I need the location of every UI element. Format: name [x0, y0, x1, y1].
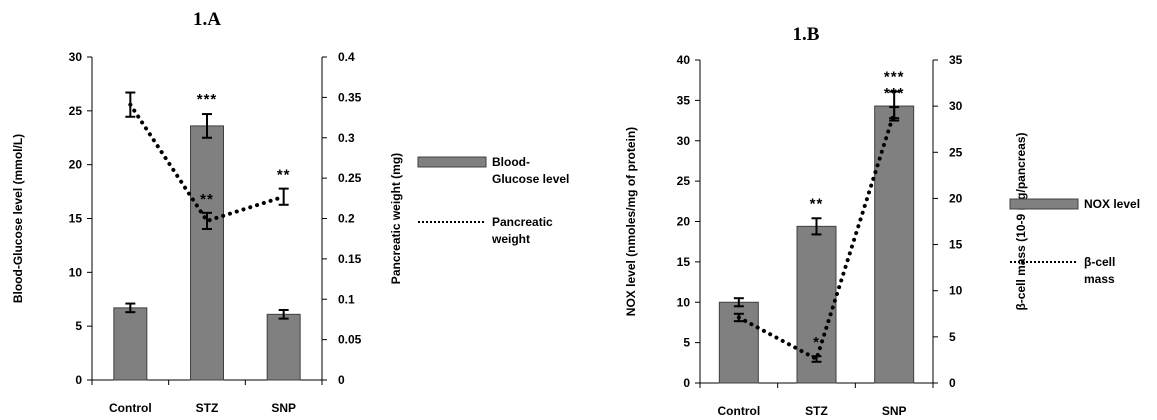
- left-tick-label: 10: [677, 295, 691, 309]
- left-axis-label: NOX level (nmoles/mg of protein): [624, 127, 638, 316]
- right-tick-label: 0.2: [338, 212, 355, 226]
- legend-bar-swatch: [1009, 198, 1079, 210]
- right-tick-label: 5: [949, 330, 956, 344]
- right-tick-label: 0.25: [338, 171, 362, 185]
- left-tick-label: 20: [69, 158, 83, 172]
- right-tick-label: 25: [949, 145, 963, 159]
- bar-significance-label: **: [810, 195, 824, 212]
- legend-label-line: Pancreatic: [492, 215, 553, 229]
- line-significance-label: *: [813, 334, 820, 351]
- legend-label-line: weight: [491, 232, 530, 246]
- left-tick-label: 25: [677, 174, 691, 188]
- left-tick-label: 5: [683, 336, 690, 350]
- line-significance-label: **: [277, 167, 291, 184]
- bar: [113, 307, 148, 381]
- left-tick-label: 0: [75, 373, 82, 387]
- bar-significance-label: ***: [197, 91, 218, 108]
- chart-title: 1.B: [793, 24, 820, 45]
- right-tick-label: 15: [949, 238, 963, 252]
- legend-label-line: Glucose level: [492, 172, 569, 186]
- line-significance-label: **: [200, 191, 214, 208]
- right-axis-label: Pancreatic weight (mg): [389, 153, 403, 284]
- legend-label-line: β-cell: [1084, 255, 1115, 269]
- left-tick-label: 5: [75, 319, 82, 333]
- left-tick-label: 15: [677, 255, 691, 269]
- left-tick-label: 30: [677, 134, 691, 148]
- bar: [874, 105, 915, 384]
- left-tick-label: 35: [677, 93, 691, 107]
- panel-1b: 1.B 0 5 10 15 20 25 30 35 40 0 5 10 15 20 25 30 35 Control…: [624, 24, 1140, 418]
- category-label: SNP: [271, 401, 296, 415]
- right-tick-label: 35: [949, 53, 963, 67]
- right-tick-label: 0.4: [338, 50, 355, 64]
- legend-bar-swatch: [417, 156, 487, 168]
- left-tick-label: 10: [69, 265, 83, 279]
- category-label: SNP: [882, 404, 907, 418]
- bar: [190, 125, 224, 381]
- left-tick-label: 15: [69, 212, 83, 226]
- left-tick-label: 25: [69, 104, 83, 118]
- left-tick-label: 20: [677, 215, 691, 229]
- right-tick-label: 0.05: [338, 333, 362, 347]
- category-label: Control: [109, 401, 152, 415]
- chart-title: 1.A: [193, 9, 221, 30]
- legend-label-line: mass: [1084, 272, 1115, 286]
- left-tick-label: 40: [677, 53, 691, 67]
- line-series: [128, 102, 286, 224]
- line-significance-label: ***: [884, 85, 905, 102]
- right-tick-label: 0: [338, 373, 345, 387]
- right-tick-label: 30: [949, 99, 963, 113]
- legend-label: Blood- Glucose level: [492, 155, 569, 186]
- right-tick-label: 0.3: [338, 131, 355, 145]
- right-tick-label: 20: [949, 191, 963, 205]
- category-label: Control: [718, 404, 761, 418]
- category-label: STZ: [805, 404, 828, 418]
- bar: [266, 313, 301, 381]
- right-tick-label: 10: [949, 284, 963, 298]
- legend-label: NOX level: [1084, 197, 1140, 211]
- category-label: STZ: [196, 401, 219, 415]
- legend-label: β-cell mass: [1084, 255, 1115, 286]
- legend-label: Pancreatic weight: [491, 215, 553, 246]
- right-tick-label: 0.15: [338, 252, 362, 266]
- panel-1a: 1.A 0 5 10 15 20 25 30 0 0.05 0.1 0.15 0.2 0.25 0.3 0.3…: [11, 9, 569, 415]
- right-tick-label: 0: [949, 376, 956, 390]
- legend-label-line: NOX level: [1084, 197, 1140, 211]
- right-tick-label: 0.35: [338, 90, 362, 104]
- left-tick-label: 30: [69, 50, 83, 64]
- bar-significance-label: ***: [884, 68, 905, 85]
- right-axis-label: β-cell mass (10-9 mg/pancreas): [1014, 132, 1028, 310]
- line-series: [736, 110, 897, 362]
- right-tick-label: 0.1: [338, 292, 355, 306]
- legend-label-line: Blood-: [492, 155, 530, 169]
- left-tick-label: 0: [683, 376, 690, 390]
- left-axis-label: Blood-Glucose level (mmol/L): [11, 134, 25, 303]
